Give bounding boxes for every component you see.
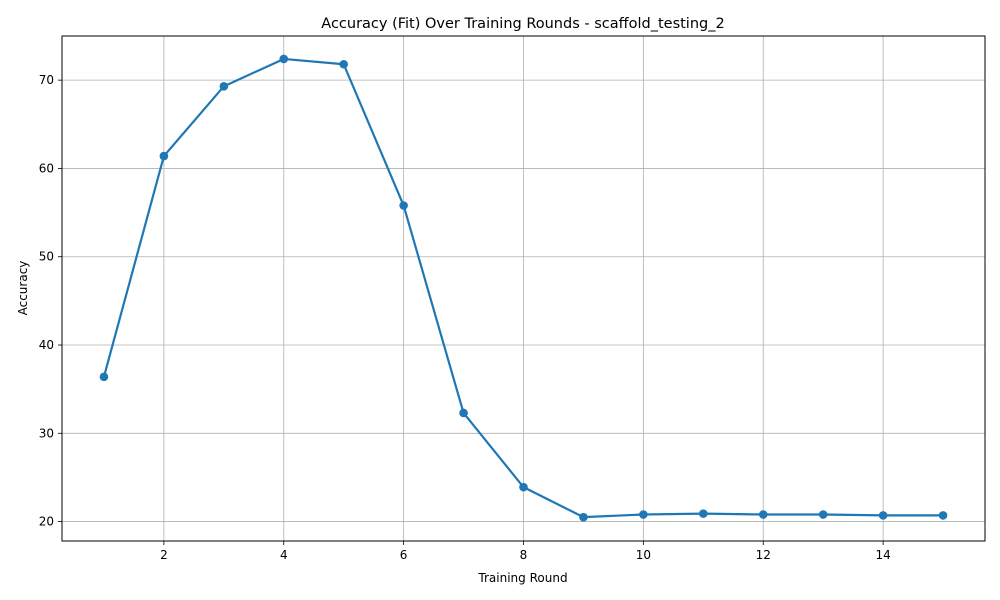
data-point-1	[99, 372, 109, 382]
data-point-4	[279, 54, 289, 64]
ticks: 2 4 6 8 10 12 14 20 30 40 50 60 70	[39, 73, 891, 562]
y-tick-label-60: 60	[39, 161, 54, 175]
data-point-5	[339, 59, 348, 69]
x-tick-label-12: 12	[756, 548, 771, 562]
data-point-13	[818, 510, 828, 519]
grid	[62, 36, 985, 541]
chart-title: Accuracy (Fit) Over Training Rounds - sc…	[321, 16, 724, 32]
data-point-14	[878, 511, 888, 520]
data-point-12	[758, 510, 768, 519]
x-tick-label-2: 2	[160, 548, 168, 562]
y-tick-label-70: 70	[39, 73, 54, 87]
data-point-8	[519, 482, 528, 492]
x-axis-title: Training Round	[477, 571, 567, 585]
data-point-7	[459, 408, 468, 418]
y-tick-label-30: 30	[39, 426, 54, 440]
data-point-2	[159, 151, 169, 161]
y-tick-label-50: 50	[39, 250, 54, 264]
series-layer	[99, 54, 948, 522]
x-tick-label-4: 4	[280, 548, 288, 562]
data-point-10	[639, 510, 648, 519]
data-point-3	[219, 82, 229, 91]
y-axis-title: Accuracy	[16, 261, 30, 316]
x-tick-label-8: 8	[520, 548, 528, 562]
x-tick-label-10: 10	[636, 548, 651, 562]
data-point-6	[399, 201, 408, 210]
data-point-11	[699, 509, 708, 518]
data-point-15	[938, 511, 948, 520]
x-tick-label-14: 14	[875, 548, 890, 562]
x-tick-label-6: 6	[400, 548, 408, 562]
y-tick-label-20: 20	[39, 515, 54, 529]
y-tick-label-40: 40	[39, 338, 54, 352]
data-point-9	[579, 512, 588, 522]
